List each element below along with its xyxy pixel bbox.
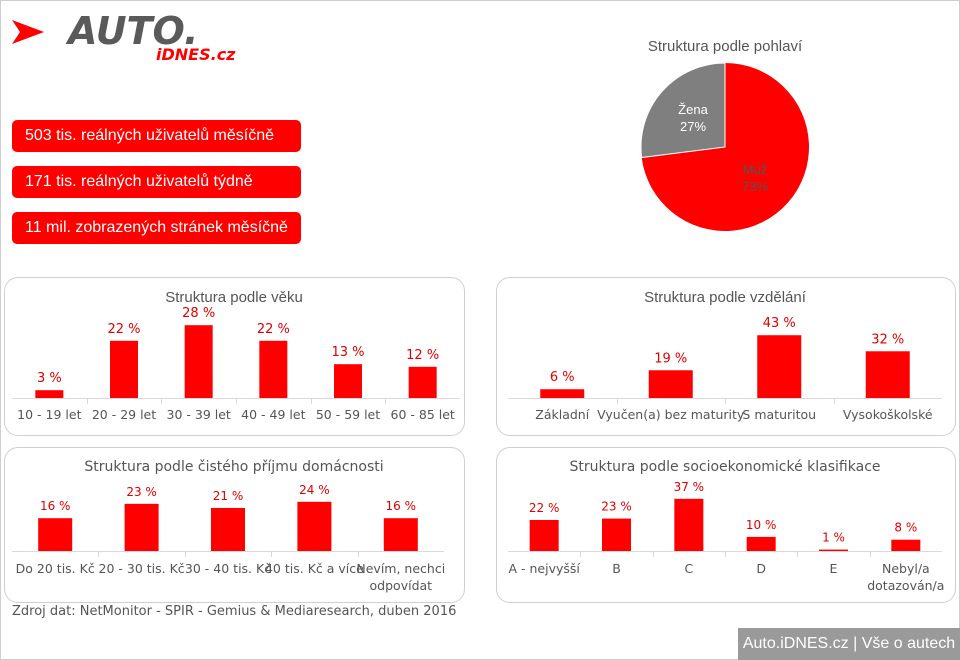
income-bar bbox=[297, 501, 332, 551]
education-chart-title: Struktura podle vzdělání bbox=[644, 289, 807, 306]
income-bar bbox=[124, 503, 159, 551]
education-category-label: S maturitou bbox=[742, 407, 816, 422]
pie-value-muz: 73% bbox=[742, 179, 768, 194]
socioeconomic-bar bbox=[819, 549, 848, 551]
education-bar bbox=[648, 370, 693, 398]
pie-value-zena: 27% bbox=[680, 119, 706, 134]
socioeconomic-value-label: 37 % bbox=[674, 480, 705, 494]
pie-label-zena: Žena bbox=[678, 102, 708, 117]
education-value-label: 6 % bbox=[550, 370, 575, 385]
income-bar bbox=[211, 507, 245, 551]
income-value-label: 16 % bbox=[40, 499, 71, 513]
gender-pie-chart: Žena 27% Muž 73% bbox=[640, 62, 810, 232]
socioeconomic-category-label: A - nejvyšší bbox=[508, 561, 580, 576]
income-category-label: Do 20 tis. Kč bbox=[16, 561, 95, 576]
age-bar bbox=[259, 340, 288, 398]
education-category-label: Vyučen(a) bez maturity bbox=[597, 407, 745, 422]
income-value-label: 21 % bbox=[213, 489, 244, 503]
age-chart-panel bbox=[4, 277, 465, 436]
stat-monthly-users: 503 tis. reálných uživatelů měsíčně bbox=[12, 120, 301, 152]
age-value-label: 22 % bbox=[107, 322, 140, 337]
age-bar bbox=[334, 364, 362, 398]
socioeconomic-bar bbox=[746, 536, 776, 551]
pie-label-muz: Muž bbox=[743, 162, 768, 177]
footer-tagline: Vše o autech bbox=[861, 635, 956, 652]
income-category-label: Nevím, nechci bbox=[356, 561, 445, 576]
logo-sub-text: iDNES.cz bbox=[156, 45, 236, 62]
socioeconomic-chart-panel bbox=[496, 447, 956, 603]
age-bar bbox=[408, 366, 437, 398]
age-category-label: 50 - 59 let bbox=[316, 407, 380, 422]
socioeconomic-category-label: E bbox=[830, 561, 838, 576]
socioeconomic-chart-title: Struktura podle socioekonomické klasifik… bbox=[569, 459, 880, 475]
age-value-label: 3 % bbox=[37, 371, 62, 386]
footer-site-link[interactable]: Auto.iDNES.cz bbox=[742, 635, 849, 652]
education-bar bbox=[865, 351, 910, 398]
income-bar bbox=[38, 518, 73, 551]
data-source-note: Zdroj dat: NetMonitor - SPIR - Gemius & … bbox=[12, 604, 457, 619]
age-bar bbox=[110, 340, 138, 398]
education-category-label: Vysokoškolské bbox=[843, 407, 933, 422]
gender-chart-title: Struktura podle pohlaví bbox=[647, 38, 803, 55]
education-value-label: 32 % bbox=[871, 332, 904, 347]
stat-monthly-pageviews: 11 mil. zobrazených stránek měsíčně bbox=[12, 212, 301, 244]
age-category-label: 30 - 39 let bbox=[167, 407, 231, 422]
socioeconomic-value-label: 22 % bbox=[529, 501, 560, 515]
age-value-label: 13 % bbox=[331, 345, 364, 360]
socioeconomic-value-label: 8 % bbox=[894, 521, 917, 535]
education-category-label: Základní bbox=[535, 407, 589, 422]
age-bar bbox=[35, 390, 64, 398]
education-bar bbox=[540, 389, 585, 398]
age-category-label: 60 - 85 let bbox=[391, 407, 455, 422]
socioeconomic-value-label: 23 % bbox=[601, 500, 632, 514]
logo-main-text: AUTO. bbox=[65, 9, 198, 53]
age-bar bbox=[184, 325, 213, 398]
income-value-label: 16 % bbox=[386, 499, 417, 513]
age-value-label: 28 % bbox=[182, 306, 215, 321]
age-value-label: 22 % bbox=[257, 322, 290, 337]
age-chart-title: Struktura podle věku bbox=[165, 289, 303, 306]
footer-banner[interactable]: Auto.iDNES.cz | Vše o autech bbox=[738, 628, 960, 660]
socioeconomic-bar bbox=[891, 539, 921, 551]
education-bar bbox=[757, 335, 802, 398]
age-category-label: 20 - 29 let bbox=[92, 407, 156, 422]
socioeconomic-category-label: C bbox=[684, 561, 693, 576]
stat-weekly-users: 171 tis. reálných uživatelů týdně bbox=[12, 166, 301, 198]
socioeconomic-category-label: Nebyl/a bbox=[882, 561, 930, 576]
age-bar-chart: Struktura podle věku 3 % 10 - 19 let 22 % 20… bbox=[12, 289, 460, 422]
socioeconomic-category-label: D bbox=[756, 561, 766, 576]
socioeconomic-bar bbox=[674, 498, 704, 551]
education-value-label: 19 % bbox=[654, 351, 687, 366]
income-category-label: 40 tis. Kč a více bbox=[265, 561, 364, 576]
income-bar-chart: Struktura podle čistého příjmu domácnost… bbox=[12, 459, 445, 593]
logo-graphic: AUTO. iDNES.cz bbox=[12, 9, 236, 64]
income-category-label: 20 - 30 tis. Kč bbox=[99, 561, 185, 576]
pie-slice-zena bbox=[640, 62, 726, 159]
income-value-label: 23 % bbox=[126, 485, 157, 499]
socioeconomic-bar-chart: Struktura podle socioekonomické klasifik… bbox=[508, 459, 944, 593]
income-chart-title: Struktura podle čistého příjmu domácnost… bbox=[84, 459, 383, 475]
income-category-label: odpovídat bbox=[370, 578, 433, 593]
education-value-label: 43 % bbox=[763, 316, 796, 331]
socioeconomic-value-label: 1 % bbox=[822, 531, 845, 545]
income-category-label: 30 - 40 tis. Kč bbox=[185, 561, 271, 576]
age-category-label: 10 - 19 let bbox=[17, 407, 81, 422]
age-value-label: 12 % bbox=[406, 348, 439, 363]
socioeconomic-category-label: B bbox=[612, 561, 621, 576]
socioeconomic-value-label: 10 % bbox=[746, 518, 777, 532]
income-value-label: 24 % bbox=[299, 483, 330, 497]
socioeconomic-bar bbox=[529, 519, 559, 551]
socioeconomic-category-label: dotazován/a bbox=[867, 578, 944, 593]
age-category-label: 40 - 49 let bbox=[241, 407, 305, 422]
logo-arrow-icon bbox=[12, 20, 44, 44]
education-bar-chart: Struktura podle vzdělání 6 % Základní 19 % V… bbox=[508, 289, 942, 422]
income-bar bbox=[383, 518, 418, 551]
footer-separator: | bbox=[853, 635, 858, 652]
auto-idnes-logo[interactable]: AUTO. iDNES.cz bbox=[6, 6, 256, 64]
socioeconomic-bar bbox=[602, 518, 631, 551]
